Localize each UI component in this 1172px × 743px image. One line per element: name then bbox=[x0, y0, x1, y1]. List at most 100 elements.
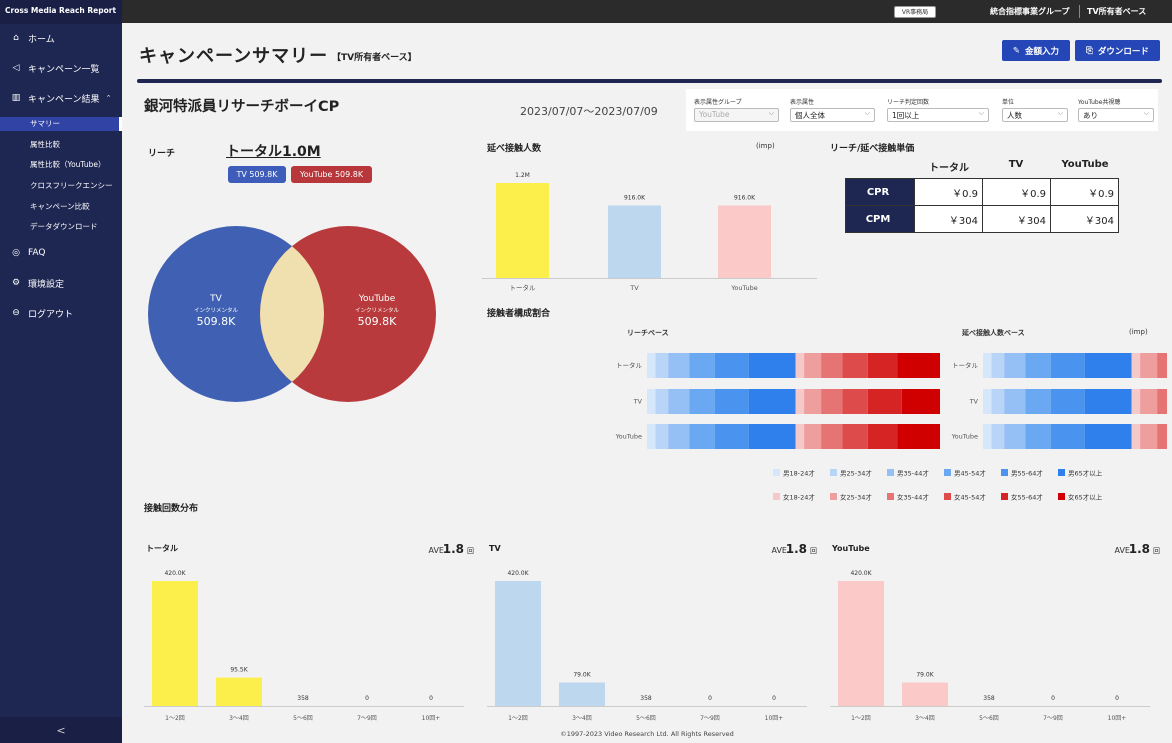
sidebar-subitem-cross-frequency[interactable]: クロスフリークエンシー bbox=[30, 181, 113, 190]
venn-tv-value: 509.8K bbox=[197, 315, 236, 328]
frequency-bar-label: 79.0K bbox=[573, 671, 591, 678]
composition-segment bbox=[655, 389, 669, 414]
chevron-down-icon: ⌵ bbox=[978, 109, 984, 117]
frequency-bar bbox=[838, 581, 884, 706]
sidebar-item-campaign-list[interactable]: ◁ キャンペーン一覧 bbox=[0, 61, 122, 75]
sidebar-subitem-summary[interactable]: サマリー bbox=[0, 117, 122, 131]
sidebar-item-logout[interactable]: ⊖ ログアウト bbox=[0, 306, 122, 320]
legend-label: 男65才以上 bbox=[1068, 469, 1103, 478]
impressions-bar-chart: 1.2M トータル 916.0K TV 916.0K YouTube bbox=[482, 172, 817, 292]
composition-row-label: トータル bbox=[952, 361, 979, 370]
composition-segment bbox=[821, 353, 843, 378]
composition-segment bbox=[655, 424, 669, 449]
frequency-bar-label: 0 bbox=[365, 695, 369, 702]
legend-swatch bbox=[944, 469, 951, 476]
filter-unit-select[interactable]: 人数 ⌵ bbox=[1002, 108, 1068, 122]
button-label: 金額入力 bbox=[1025, 46, 1060, 57]
frequency-bar bbox=[495, 581, 541, 706]
frequency-category-label: 7〜9回 bbox=[357, 715, 377, 722]
cpm-total: ￥304 bbox=[914, 205, 983, 233]
sidebar-item-label: キャンペーン結果 bbox=[28, 94, 100, 105]
composition-segment bbox=[655, 353, 669, 378]
composition-segment bbox=[1140, 389, 1158, 414]
reach-title: リーチ bbox=[148, 149, 176, 159]
sidebar-subitem-data-download[interactable]: データダウンロード bbox=[30, 222, 98, 231]
filter-attribute-select[interactable]: 個人全体 ⌵ bbox=[790, 108, 875, 122]
filter-attribute-group-select[interactable]: YouTube ⌵ bbox=[694, 108, 779, 122]
header-divider bbox=[137, 79, 1162, 83]
sidebar-item-settings[interactable]: ⚙ 環境設定 bbox=[0, 276, 122, 290]
composition-segment bbox=[901, 389, 940, 414]
brand-logo: Cross Media Reach Report bbox=[0, 0, 122, 24]
composition-segment bbox=[647, 424, 656, 449]
composition-segment bbox=[1004, 353, 1026, 378]
impressions-bar bbox=[608, 205, 661, 278]
composition-segment bbox=[1050, 353, 1085, 378]
sidebar-item-label: 環境設定 bbox=[28, 279, 65, 290]
filter-youtube-coview-select[interactable]: あり ⌵ bbox=[1078, 108, 1154, 122]
frequency-bar-label: 0 bbox=[708, 695, 712, 702]
frequency-bar-label: 0 bbox=[1115, 695, 1119, 702]
amount-input-button[interactable]: ✎ 金額入力 bbox=[1002, 40, 1070, 61]
frequency-ave-label: AVE bbox=[1115, 546, 1131, 555]
cpm-youtube: ￥304 bbox=[1050, 205, 1119, 233]
composition-right-title: 延べ接触人数ベース bbox=[962, 329, 1025, 337]
select-value: あり bbox=[1083, 111, 1098, 120]
sidebar-subitem-attribute-compare[interactable]: 属性比較 bbox=[30, 140, 60, 149]
sidebar-item-campaign-results[interactable]: ▥ キャンペーン結果 ⌃ bbox=[0, 91, 122, 105]
composition-row-label: TV bbox=[633, 398, 643, 406]
footer-copyright: ©1997-2023 Video Research Ltd. All Right… bbox=[560, 730, 734, 738]
filter-reach-count-select[interactable]: 1回以上 ⌵ bbox=[887, 108, 989, 122]
legend-label: 女45-54才 bbox=[954, 493, 986, 502]
download-button[interactable]: ⎘ ダウンロード bbox=[1075, 40, 1160, 61]
sidebar-subitem-attribute-compare-youtube[interactable]: 属性比較（YouTube） bbox=[30, 160, 106, 169]
frequency-panel-title: TV bbox=[489, 544, 501, 553]
impressions-category-label: TV bbox=[629, 284, 639, 292]
frequency-category-label: 7〜9回 bbox=[1043, 715, 1063, 722]
composition-segment bbox=[1131, 353, 1141, 378]
frequency-category-label: 3〜4回 bbox=[229, 715, 249, 722]
venn-youtube-sublabel: インクリメンタル bbox=[355, 306, 400, 314]
home-icon: ⌂ bbox=[13, 33, 19, 43]
sidebar-item-faq[interactable]: ◎ FAQ bbox=[0, 246, 122, 260]
frequency-bar-label: 0 bbox=[1051, 695, 1055, 702]
frequency-category-label: 10回+ bbox=[765, 715, 784, 722]
venn-youtube-value: 509.8K bbox=[358, 315, 397, 328]
topbar-divider bbox=[1079, 5, 1080, 18]
chevron-down-icon: ⌵ bbox=[864, 109, 870, 117]
composition-segment bbox=[1140, 353, 1158, 378]
filter-label: YouTube共視聴 bbox=[1078, 99, 1121, 106]
faq-icon: ◎ bbox=[12, 248, 20, 258]
sidebar-item-label: ログアウト bbox=[28, 309, 74, 320]
megaphone-icon: ◁ bbox=[12, 63, 20, 73]
sidebar-item-home[interactable]: ⌂ ホーム bbox=[0, 31, 122, 45]
composition-segment bbox=[1004, 389, 1026, 414]
frequency-panel-title: YouTube bbox=[831, 544, 870, 553]
frequency-bar-label: 358 bbox=[297, 695, 309, 702]
composition-segment bbox=[897, 353, 940, 378]
legend-swatch bbox=[1058, 493, 1065, 500]
venn-youtube-label: YouTube bbox=[358, 294, 396, 304]
filter-label: 単位 bbox=[1002, 99, 1015, 106]
sidebar-item-label: FAQ bbox=[28, 248, 46, 258]
impressions-category-label: YouTube bbox=[730, 284, 757, 292]
composition-segment bbox=[1140, 424, 1158, 449]
legend-swatch bbox=[887, 493, 894, 500]
gear-icon: ⚙ bbox=[11, 278, 21, 288]
vr-office-badge[interactable]: VR事務局 bbox=[894, 6, 936, 18]
impressions-unit: (imp) bbox=[756, 142, 775, 150]
legend-swatch bbox=[1058, 469, 1065, 476]
sidebar-subitem-campaign-compare[interactable]: キャンペーン比較 bbox=[30, 202, 90, 211]
frequency-category-label: 3〜4回 bbox=[915, 715, 935, 722]
row-header-cpr: CPR bbox=[845, 178, 915, 206]
composition-row-label: トータル bbox=[616, 361, 643, 370]
filter-label: 表示属性 bbox=[790, 99, 815, 106]
cpr-tv: ￥0.9 bbox=[982, 178, 1051, 206]
cpr-total: ￥0.9 bbox=[914, 178, 983, 206]
composition-segment bbox=[714, 424, 749, 449]
sidebar-collapse-button[interactable]: < bbox=[0, 717, 122, 743]
composition-segment bbox=[983, 424, 992, 449]
frequency-ave-unit: 回 bbox=[467, 547, 474, 555]
frequency-ave-value: 1.8 bbox=[1129, 542, 1150, 556]
